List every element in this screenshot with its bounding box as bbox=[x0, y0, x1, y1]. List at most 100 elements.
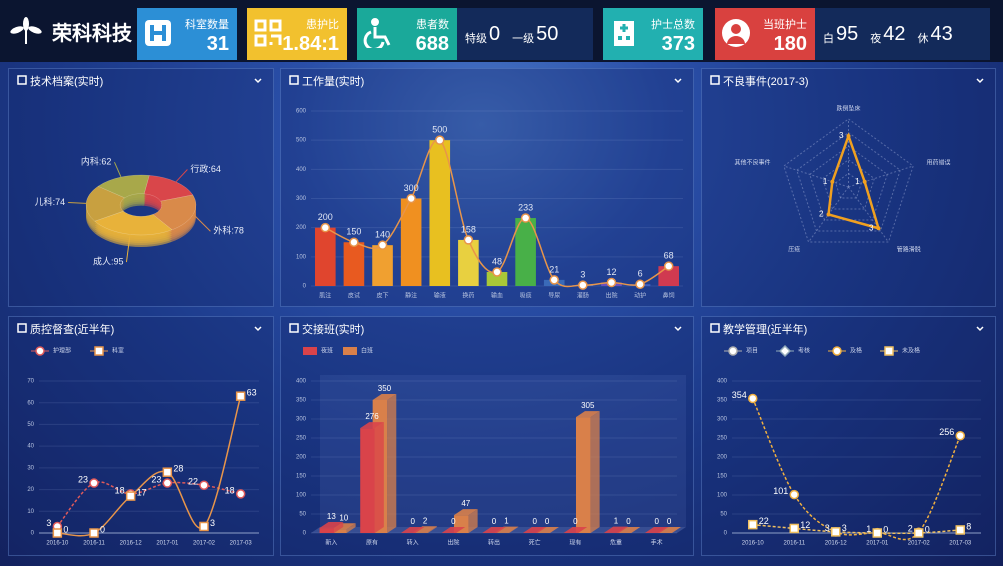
indicator-label: 管路滑脱 bbox=[897, 246, 921, 254]
y-tick-label: 250 bbox=[717, 436, 728, 442]
x-tick-label: 现有 bbox=[569, 539, 581, 547]
data-label: 3 bbox=[210, 518, 215, 528]
leader-line bbox=[175, 169, 188, 183]
chart: 0 100 200 300 400 500 600 肌注 皮试 皮下 静注 输液 换药 输血 吸痰 导尿 灌肠 出… bbox=[296, 109, 683, 300]
x-tick-label: 2016-12 bbox=[825, 541, 848, 547]
collapse-toggle[interactable] bbox=[673, 77, 683, 85]
data-label: 23 bbox=[151, 474, 161, 484]
y-tick-label: 400 bbox=[717, 379, 728, 385]
legend-label: 科室 bbox=[112, 347, 124, 355]
slice bbox=[94, 210, 173, 236]
x-tick-label: 输血 bbox=[491, 292, 503, 300]
data-label: 0 bbox=[573, 517, 578, 526]
panel-title: 不良事件(2017-3) bbox=[702, 69, 995, 93]
data-label: 256 bbox=[939, 427, 954, 437]
x-tick-label: 转出 bbox=[488, 539, 500, 547]
data-label: 1 bbox=[504, 517, 509, 526]
data-label: 23 bbox=[78, 474, 88, 484]
bar-side bbox=[509, 526, 519, 533]
x-tick-label: 鼻饲 bbox=[663, 292, 675, 300]
panel: 教学管理(近半年) 0 50 100 150 200 250 300 350 400 2016-10… bbox=[701, 316, 996, 556]
data-label: 1 bbox=[866, 524, 871, 534]
stat-card: 当班护士 180 白 95 夜 42 休 43 bbox=[715, 8, 990, 60]
collapse-toggle[interactable] bbox=[253, 325, 263, 333]
bar bbox=[429, 140, 451, 286]
stat-subs: 白 95 夜 42 休 43 bbox=[815, 8, 990, 60]
indicator-label: 其他不良事件 bbox=[734, 158, 770, 166]
icon bbox=[614, 21, 634, 46]
legend-label: 项目 bbox=[746, 348, 758, 355]
data-label: 0 bbox=[451, 517, 456, 526]
legend-label: 考核 bbox=[798, 347, 810, 355]
data-label: 68 bbox=[664, 251, 674, 261]
bar-top bbox=[319, 522, 344, 529]
x-tick-label: 手术 bbox=[651, 539, 663, 547]
data-label: 22 bbox=[759, 516, 769, 526]
leader-line bbox=[192, 213, 211, 232]
bar-side bbox=[590, 411, 600, 533]
brand: 荣科科技 bbox=[8, 14, 132, 48]
point bbox=[663, 261, 674, 271]
x-tick-label: 皮下 bbox=[377, 292, 389, 300]
point bbox=[578, 280, 588, 290]
sub-value: 95 bbox=[836, 22, 859, 45]
data-label: 200 bbox=[318, 212, 333, 222]
point bbox=[199, 480, 209, 490]
x-tick-label: 出院 bbox=[605, 292, 617, 300]
collapse-toggle[interactable] bbox=[975, 325, 985, 333]
point bbox=[235, 489, 246, 499]
legend-label: 未及格 bbox=[902, 347, 920, 355]
bar-top bbox=[522, 527, 547, 533]
sub-label: 特级 bbox=[465, 32, 487, 45]
bar-top bbox=[372, 394, 397, 400]
bar bbox=[331, 529, 347, 533]
point bbox=[826, 212, 831, 217]
data-label: 150 bbox=[346, 227, 361, 237]
data-label: 0 bbox=[100, 524, 105, 534]
data-label: 0 bbox=[492, 517, 497, 526]
panel: 工作量(实时) 0 100 200 300 400 500 600 肌注 皮试 皮下 静注 输液 换药 输血… bbox=[280, 68, 694, 307]
sub-value: 42 bbox=[883, 22, 906, 45]
title-text: 质控督查(近半年) bbox=[30, 324, 115, 336]
stat-label: 护士总数 bbox=[651, 19, 695, 31]
collapse-toggle[interactable] bbox=[975, 77, 985, 85]
data-label: 8 bbox=[966, 521, 971, 531]
point bbox=[748, 393, 758, 404]
collapse-toggle[interactable] bbox=[673, 325, 683, 333]
x-tick-label: 危重 bbox=[610, 539, 622, 547]
point bbox=[876, 226, 881, 231]
point bbox=[789, 523, 799, 534]
data-label: 350 bbox=[378, 384, 392, 393]
point bbox=[606, 277, 617, 288]
x-tick-label: 灌肠 bbox=[577, 292, 589, 300]
collapse-toggle[interactable] bbox=[253, 77, 263, 85]
point bbox=[235, 391, 246, 401]
point bbox=[635, 279, 645, 289]
icon bbox=[145, 20, 171, 46]
indicator-label: 用药错误 bbox=[926, 158, 950, 166]
bar bbox=[413, 532, 428, 533]
point bbox=[89, 528, 99, 538]
y-tick-label: 400 bbox=[296, 379, 307, 385]
legend-label: 白班 bbox=[361, 347, 373, 355]
point bbox=[884, 346, 894, 356]
data-label: 22 bbox=[188, 477, 198, 487]
y-tick-label: 150 bbox=[296, 474, 307, 480]
radar-ring bbox=[834, 172, 863, 199]
y-tick-label: 0 bbox=[303, 531, 307, 537]
data-label: 0 bbox=[532, 517, 537, 526]
point bbox=[162, 467, 173, 477]
sub-value: 43 bbox=[930, 22, 953, 45]
point bbox=[377, 240, 388, 250]
data-label: 0 bbox=[410, 517, 415, 526]
data-label: 48 bbox=[492, 256, 502, 266]
data-label: 2 bbox=[423, 516, 428, 525]
x-tick-label: 2016-11 bbox=[783, 541, 805, 547]
x-tick-label: 2017-02 bbox=[908, 541, 931, 547]
legend-swatch bbox=[303, 347, 317, 355]
title-text: 教学管理(近半年) bbox=[723, 324, 808, 336]
y-tick-label: 100 bbox=[296, 493, 307, 499]
x-tick-label: 换药 bbox=[462, 292, 474, 300]
point bbox=[955, 430, 965, 441]
